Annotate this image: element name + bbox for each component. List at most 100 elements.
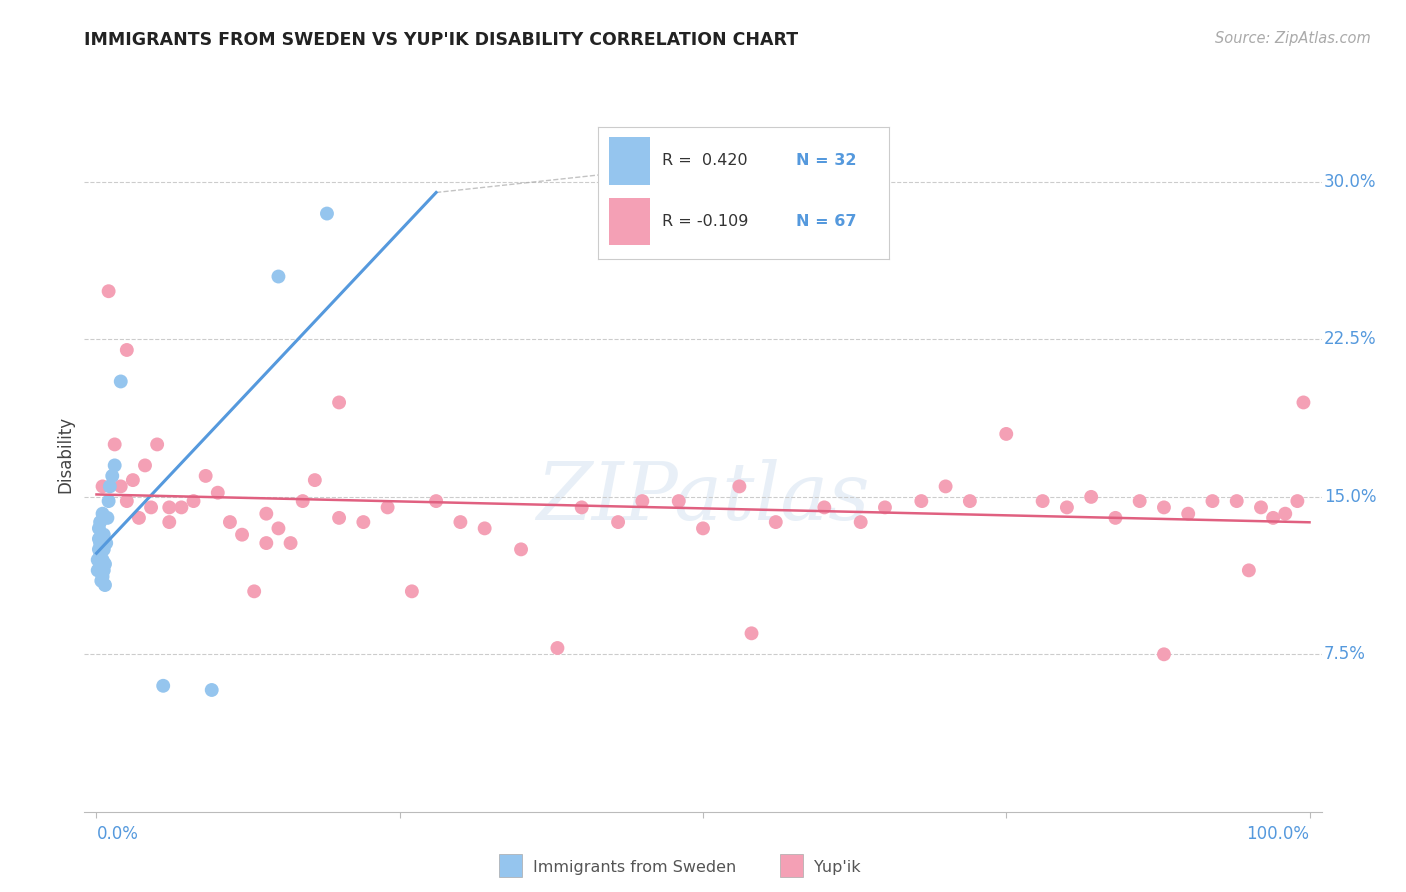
Point <box>219 515 242 529</box>
Point <box>1201 494 1223 508</box>
Point <box>207 485 229 500</box>
Bar <box>609 198 650 245</box>
Point <box>1104 511 1126 525</box>
Point <box>231 527 253 541</box>
Point <box>104 437 127 451</box>
Point <box>152 679 174 693</box>
Point <box>849 515 872 529</box>
Text: 30.0%: 30.0% <box>1324 173 1376 191</box>
Point <box>93 563 115 577</box>
Point <box>1250 500 1272 515</box>
Point <box>728 479 751 493</box>
Point <box>316 206 339 220</box>
Point <box>93 542 115 557</box>
Point <box>110 479 132 493</box>
Point <box>571 500 593 515</box>
Point <box>134 458 156 473</box>
Point <box>87 542 110 557</box>
Point <box>90 532 112 546</box>
Point <box>128 511 150 525</box>
Text: 100.0%: 100.0% <box>1247 824 1309 843</box>
Text: R =  0.420: R = 0.420 <box>662 153 748 168</box>
Point <box>1226 494 1249 508</box>
Point <box>93 527 115 541</box>
Point <box>87 532 110 546</box>
Point <box>122 473 145 487</box>
Point <box>1292 395 1315 409</box>
Point <box>91 569 114 583</box>
Point <box>546 640 568 655</box>
Point <box>157 500 180 515</box>
Text: IMMIGRANTS FROM SWEDEN VS YUP'IK DISABILITY CORRELATION CHART: IMMIGRANTS FROM SWEDEN VS YUP'IK DISABIL… <box>84 31 799 49</box>
Point <box>97 284 120 298</box>
Text: Yup'ik: Yup'ik <box>814 861 860 875</box>
Point <box>813 500 835 515</box>
Point <box>1261 511 1284 525</box>
Point <box>631 494 654 508</box>
Point <box>474 521 496 535</box>
Point <box>91 479 114 493</box>
Point <box>89 549 111 563</box>
Point <box>935 479 957 493</box>
Point <box>741 626 763 640</box>
Point <box>254 507 277 521</box>
Point <box>110 375 132 389</box>
Point <box>1080 490 1102 504</box>
Point <box>910 494 932 508</box>
Text: 0.0%: 0.0% <box>97 824 138 843</box>
Point <box>89 557 111 571</box>
Point <box>86 553 108 567</box>
Text: N = 67: N = 67 <box>796 213 856 228</box>
Point <box>89 536 111 550</box>
Point <box>183 494 205 508</box>
Point <box>352 515 374 529</box>
Point <box>115 494 138 508</box>
Point <box>98 479 121 493</box>
Point <box>194 469 217 483</box>
Point <box>607 515 630 529</box>
Bar <box>609 137 650 185</box>
Point <box>201 683 224 698</box>
Text: 22.5%: 22.5% <box>1324 330 1376 349</box>
Point <box>91 507 114 521</box>
Point <box>1032 494 1054 508</box>
Text: ZIPatlas: ZIPatlas <box>536 459 870 536</box>
Point <box>291 494 314 508</box>
Point <box>97 494 120 508</box>
Text: Immigrants from Sweden: Immigrants from Sweden <box>533 861 737 875</box>
Point <box>1237 563 1260 577</box>
Point <box>139 500 162 515</box>
Point <box>91 542 114 557</box>
Point <box>1274 507 1296 521</box>
Point <box>765 515 787 529</box>
Point <box>995 426 1018 441</box>
Point <box>425 494 447 508</box>
Point <box>449 515 471 529</box>
Point <box>1177 507 1199 521</box>
Point <box>692 521 714 535</box>
Point <box>96 511 118 525</box>
Point <box>94 557 117 571</box>
Point <box>90 574 112 588</box>
Point <box>89 515 111 529</box>
Point <box>146 437 169 451</box>
Point <box>170 500 193 515</box>
Point <box>254 536 277 550</box>
Point <box>1153 648 1175 662</box>
Point <box>104 458 127 473</box>
Point <box>668 494 690 508</box>
Text: 7.5%: 7.5% <box>1324 645 1367 664</box>
Text: R = -0.109: R = -0.109 <box>662 213 748 228</box>
Point <box>267 269 290 284</box>
Point <box>377 500 399 515</box>
Y-axis label: Disability: Disability <box>56 417 75 493</box>
Point <box>267 521 290 535</box>
Point <box>96 536 118 550</box>
Point <box>91 553 114 567</box>
Point <box>90 555 112 569</box>
Point <box>304 473 326 487</box>
Text: 15.0%: 15.0% <box>1324 488 1376 506</box>
Point <box>1286 494 1309 508</box>
Point <box>280 536 302 550</box>
Point <box>328 511 350 525</box>
